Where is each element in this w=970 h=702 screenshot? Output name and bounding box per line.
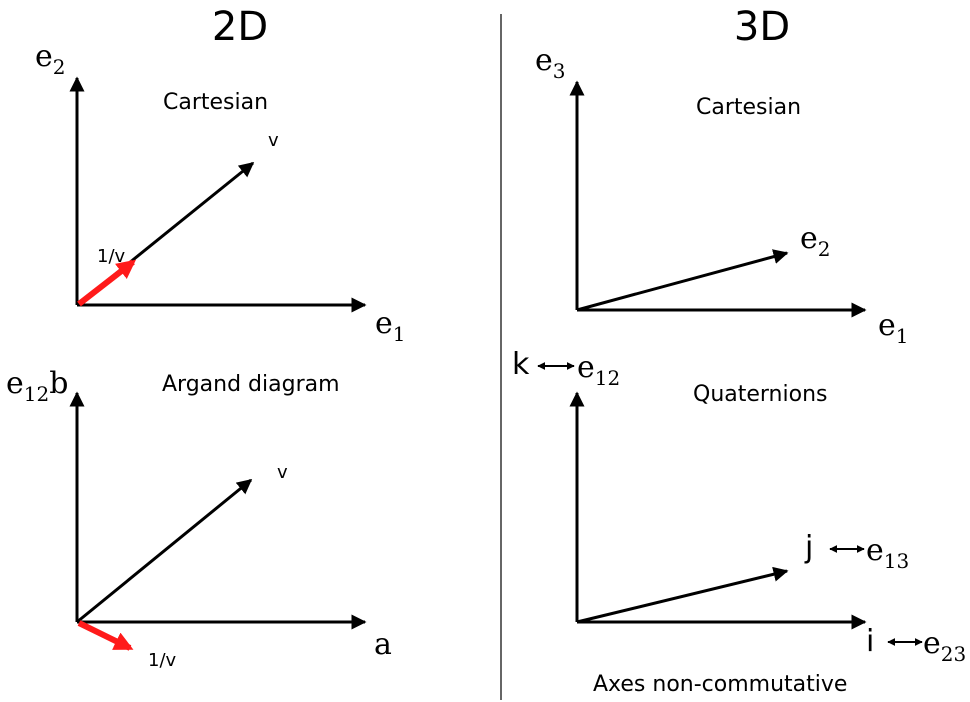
caption-cartesian-2d: Cartesian xyxy=(163,90,268,115)
i-basis-label: e23 xyxy=(923,626,966,666)
caption-cartesian-3d: Cartesian xyxy=(696,95,801,120)
x-axis-label: e1 xyxy=(878,308,909,348)
caption-argand: Argand diagram xyxy=(162,372,340,397)
vector-v-label: v xyxy=(268,130,279,151)
caption-quaternions: Quaternions xyxy=(693,382,827,407)
j-axis-arrow xyxy=(576,566,789,624)
vector-v-label: v xyxy=(277,462,288,483)
real-axis-label: a xyxy=(374,627,392,662)
inverse-vector-arrow xyxy=(77,620,134,651)
vector-v-arrow xyxy=(76,478,253,624)
imaginary-axis-label: e12b xyxy=(6,366,68,406)
j-basis-label: e13 xyxy=(866,533,909,573)
heading-3d: 3D xyxy=(734,4,790,50)
panel-cartesian-2d: e2 e1 Cartesian v 1/v xyxy=(35,39,406,346)
inverse-vector-label: 1/v xyxy=(148,650,177,671)
heading-2d: 2D xyxy=(212,4,268,50)
footer-note: Axes non-commutative xyxy=(593,672,847,697)
panel-cartesian-3d: e3 e2 e1 Cartesian xyxy=(535,43,909,348)
i-unit-label: i xyxy=(866,624,874,659)
k-unit-label: k xyxy=(512,347,530,382)
k-basis-label: e12 xyxy=(577,350,620,390)
y-axis-label: e2 xyxy=(35,39,66,79)
panel-argand: e12b a Argand diagram v 1/v xyxy=(6,366,392,671)
j-unit-label: j xyxy=(804,530,813,565)
z-axis-label: e3 xyxy=(535,43,566,83)
y-axis-arrow xyxy=(576,249,789,312)
x-axis-label: e1 xyxy=(375,306,406,346)
inverse-vector-label: 1/v xyxy=(97,246,126,267)
inverse-vector-arrow xyxy=(77,259,137,307)
panel-quaternions: k e12 j e13 i e23 Quaternions Axes non-c… xyxy=(512,347,966,697)
y-axis-label: e2 xyxy=(800,221,831,261)
